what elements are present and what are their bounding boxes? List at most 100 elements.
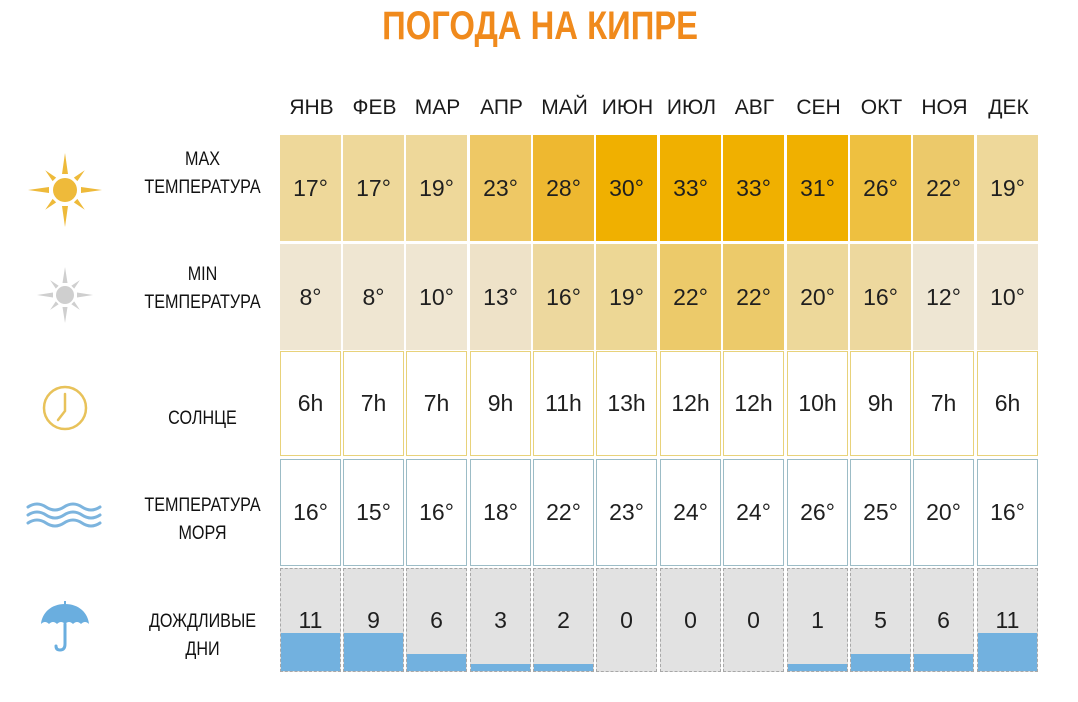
cell-value: 10h: [798, 390, 837, 416]
cell-value: 20°: [800, 283, 835, 310]
cell-value: 13h: [607, 390, 646, 416]
sun-hours-cell: 10h: [787, 351, 848, 456]
page-title: ПОГОДА НА КИПРЕ: [382, 4, 699, 48]
cell-value: 19°: [609, 283, 644, 310]
row-label-max-temp: MAX ТЕМПЕРАТУРА: [141, 146, 264, 202]
sun-hours-cell: 12h: [723, 351, 784, 456]
cell-value: 12°: [926, 283, 961, 310]
rain-days-cell: 11: [280, 568, 341, 672]
cell-value: 30°: [609, 174, 644, 201]
cell-value: 16°: [863, 283, 898, 310]
rain-bar: [788, 664, 847, 671]
row-label-min-temp: MIN ТЕМПЕРАТУРА: [141, 261, 264, 317]
label-line: ДНИ: [185, 639, 220, 660]
cell-value: 9: [367, 606, 380, 633]
cell-value: 0: [620, 606, 633, 633]
cell-value: 22°: [673, 283, 708, 310]
umbrella-icon: [20, 596, 110, 656]
rain-days-cell: 2: [533, 568, 594, 672]
month-header: ФЕВ: [352, 96, 397, 119]
month-header: АВГ: [734, 96, 775, 119]
cell-value: 24°: [673, 499, 708, 525]
cell-value: 12h: [734, 390, 773, 416]
rain-bar: [534, 664, 593, 671]
cell-value: 22°: [546, 499, 581, 525]
min-temp-cell: 16°: [850, 244, 911, 350]
sea-temp-cell: 24°: [723, 459, 784, 566]
cell-value: 17°: [293, 174, 328, 201]
label-line: МОРЯ: [178, 523, 227, 544]
sea-temp-cell: 16°: [406, 459, 467, 566]
cell-value: 3: [494, 606, 507, 633]
sun-icon: [20, 145, 110, 235]
sun-hours-cell: 9h: [850, 351, 911, 456]
sea-temp-cell: 15°: [343, 459, 404, 566]
cell-value: 15°: [356, 499, 391, 525]
month-header: СЕН: [796, 96, 841, 119]
month-header: МАР: [414, 96, 461, 119]
month-header: ЯНВ: [289, 96, 334, 119]
month-header: АПР: [480, 96, 523, 119]
month-header: ИЮН: [601, 96, 654, 119]
max-temp-cell: 28°: [533, 135, 594, 241]
cell-value: 10°: [419, 283, 454, 310]
rain-bar: [281, 633, 340, 671]
cell-value: 26°: [863, 174, 898, 201]
month-header: ОКТ: [860, 96, 903, 119]
month-header: НОЯ: [921, 96, 968, 119]
cell-value: 11: [298, 606, 323, 633]
max-temp-cell: 26°: [850, 135, 911, 241]
min-temp-cell: 19°: [596, 244, 657, 350]
max-temp-cell: 33°: [723, 135, 784, 241]
min-temp-cell: 22°: [660, 244, 721, 350]
cell-value: 28°: [546, 174, 581, 201]
cell-value: 22°: [926, 174, 961, 201]
rain-days-cell: 9: [343, 568, 404, 672]
cell-value: 33°: [673, 174, 708, 201]
cell-value: 16°: [419, 499, 454, 525]
cell-value: 6h: [297, 390, 324, 416]
cell-value: 6h: [994, 390, 1021, 416]
max-temp-cell: 19°: [977, 135, 1038, 241]
cell-value: 31°: [800, 174, 835, 201]
cell-value: 11h: [545, 390, 582, 416]
max-temp-cell: 23°: [470, 135, 531, 241]
max-temp-cell: 30°: [596, 135, 657, 241]
min-temp-cell: 8°: [343, 244, 404, 350]
sea-temp-cell: 20°: [913, 459, 974, 566]
label-line: MAX: [184, 149, 221, 170]
min-temp-cell: 13°: [470, 244, 531, 350]
min-temp-cell: 22°: [723, 244, 784, 350]
row-label-sun: СОЛНЦЕ: [141, 405, 264, 433]
cell-value: 16°: [546, 283, 581, 310]
cell-value: 23°: [483, 174, 518, 201]
sea-temp-cell: 25°: [850, 459, 911, 566]
min-temp-cell: 12°: [913, 244, 974, 350]
min-temp-cell: 10°: [406, 244, 467, 350]
sun-hours-cell: 9h: [470, 351, 531, 456]
cell-value: 18°: [483, 499, 518, 525]
sea-temp-cell: 18°: [470, 459, 531, 566]
min-temp-cell: 8°: [280, 244, 341, 350]
cell-value: 7h: [423, 390, 450, 416]
cell-value: 10°: [990, 283, 1025, 310]
label-line: ДОЖДЛИВЫЕ: [148, 611, 257, 632]
sun-hours-cell: 7h: [913, 351, 974, 456]
cell-value: 17°: [356, 174, 391, 201]
cell-value: 8°: [362, 283, 385, 310]
rain-days-cell: 5: [850, 568, 911, 672]
max-temp-cell: 17°: [280, 135, 341, 241]
sea-temp-cell: 23°: [596, 459, 657, 566]
sun-hours-cell: 6h: [280, 351, 341, 456]
rain-bar: [407, 654, 466, 671]
row-label-sea-temp: ТЕМПЕРАТУРА МОРЯ: [141, 492, 264, 548]
cell-value: 24°: [736, 499, 771, 525]
sun-hours-cell: 7h: [343, 351, 404, 456]
cell-value: 0: [684, 606, 697, 633]
sun-hours-cell: 12h: [660, 351, 721, 456]
sea-temp-cell: 24°: [660, 459, 721, 566]
waves-icon: [20, 495, 110, 535]
rain-days-cell: 6: [913, 568, 974, 672]
cell-value: 2: [557, 606, 570, 633]
min-temp-cell: 10°: [977, 244, 1038, 350]
